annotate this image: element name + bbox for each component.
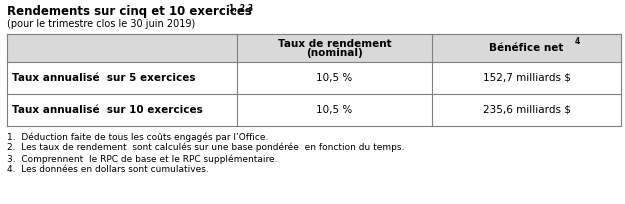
Text: 3.  Comprennent  le RPC de base et le RPC supplémentaire.: 3. Comprennent le RPC de base et le RPC … <box>7 154 278 163</box>
Text: Taux annualisé  sur 10 exercices: Taux annualisé sur 10 exercices <box>12 105 202 115</box>
Text: Bénéfice net: Bénéfice net <box>489 43 564 53</box>
Text: 4: 4 <box>574 38 580 47</box>
Text: 152,7 milliards $: 152,7 milliards $ <box>482 73 571 83</box>
Text: 10,5 %: 10,5 % <box>316 73 352 83</box>
Text: (pour le trimestre clos le 30 juin 2019): (pour le trimestre clos le 30 juin 2019) <box>7 19 195 29</box>
Text: Rendements sur cinq et 10 exercices: Rendements sur cinq et 10 exercices <box>7 5 252 18</box>
Text: 1.  Déduction faite de tous les coûts engagés par l’Office.: 1. Déduction faite de tous les coûts eng… <box>7 132 268 142</box>
Text: 2.  Les taux de rendement  sont calculés sur une base pondérée  en fonction du t: 2. Les taux de rendement sont calculés s… <box>7 143 404 153</box>
Text: 235,6 milliards $: 235,6 milliards $ <box>482 105 571 115</box>
Text: Taux annualisé  sur 5 exercices: Taux annualisé sur 5 exercices <box>12 73 196 83</box>
Bar <box>7 94 621 126</box>
Text: 4.  Les données en dollars sont cumulatives.: 4. Les données en dollars sont cumulativ… <box>7 165 209 174</box>
Text: 10,5 %: 10,5 % <box>316 105 352 115</box>
Bar <box>7 34 621 62</box>
Text: 1, 2,3: 1, 2,3 <box>229 4 253 13</box>
Bar <box>7 62 621 94</box>
Text: (nominal): (nominal) <box>306 48 363 58</box>
Text: Taux de rendement: Taux de rendement <box>278 39 391 49</box>
